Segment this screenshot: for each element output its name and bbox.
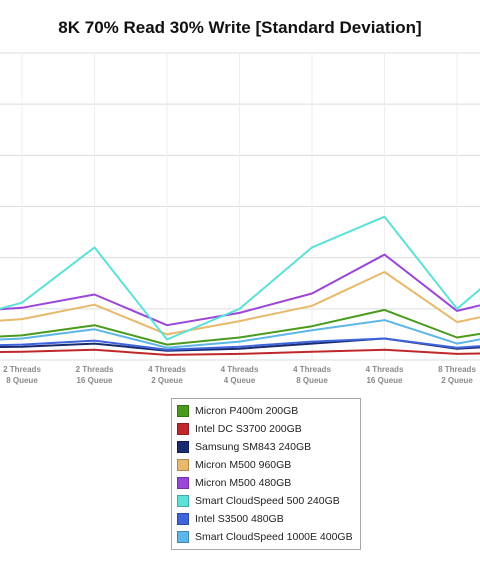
legend-item: Smart CloudSpeed 500 240GB: [172, 492, 360, 510]
series-line-6: [0, 215, 480, 341]
legend-swatch: [177, 405, 189, 417]
chart-title: 8K 70% Read 30% Write [Standard Deviatio…: [58, 18, 422, 37]
series-line-7: [0, 337, 480, 351]
legend-item: Intel DC S3700 200GB: [172, 420, 360, 438]
series-line-4: [0, 271, 480, 336]
legend-item: Intel S3500 480GB: [172, 510, 360, 528]
legend-label: Intel S3500 480GB: [195, 513, 284, 525]
legend-item: Smart CloudSpeed 1000E 400GB: [172, 528, 360, 546]
chart-legend: Micron P400m 200GB Intel DC S3700 200GB Sa…: [171, 398, 361, 550]
legend-item: Micron P400m 200GB: [172, 402, 360, 420]
legend-swatch: [177, 423, 189, 435]
x-tick-label: 4 Threads 4 Queue: [221, 365, 259, 385]
legend-swatch: [177, 459, 189, 471]
series-line-2: [0, 348, 480, 356]
legend-label: Micron M500 480GB: [195, 477, 292, 489]
legend-label: Intel DC S3700 200GB: [195, 423, 302, 435]
legend-swatch: [177, 477, 189, 489]
legend-item: Micron M500 960GB: [172, 456, 360, 474]
legend-label: Micron M500 960GB: [195, 459, 292, 471]
legend-swatch: [177, 495, 189, 507]
x-tick-label: 2 Threads 16 Queue: [76, 365, 114, 385]
x-tick-label: 2 Threads 8 Queue: [3, 365, 41, 385]
x-tick-label: 8 Threads 2 Queue: [438, 365, 476, 385]
legend-item: Samsung SM843 240GB: [172, 438, 360, 456]
series-line-8: [0, 319, 480, 349]
legend-label: Smart CloudSpeed 1000E 400GB: [195, 531, 353, 543]
legend-swatch: [177, 513, 189, 525]
legend-label: Micron P400m 200GB: [195, 405, 299, 417]
x-tick-label: 4 Threads 16 Queue: [366, 365, 404, 385]
legend-label: Samsung SM843 240GB: [195, 441, 312, 453]
series-line-5: [0, 253, 480, 327]
series-line-1: [0, 308, 480, 346]
x-tick-label: 4 Threads 8 Queue: [293, 365, 331, 385]
legend-label: Smart CloudSpeed 500 240GB: [195, 495, 340, 507]
legend-swatch: [177, 441, 189, 453]
legend-item: Micron M500 480GB: [172, 474, 360, 492]
x-tick-label: 4 Threads 2 Queue: [148, 365, 186, 385]
legend-swatch: [177, 531, 189, 543]
